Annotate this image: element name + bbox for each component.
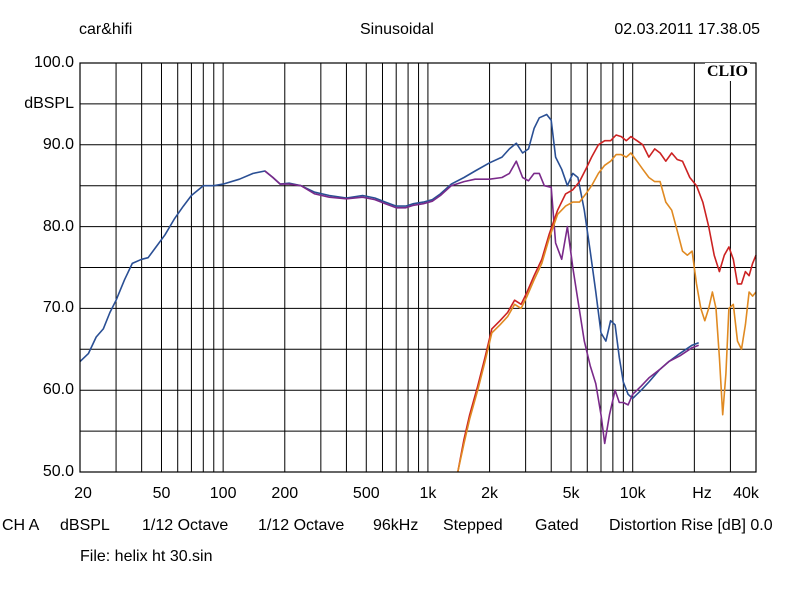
chart-curves bbox=[79, 113, 757, 473]
x-tick-label: 40k bbox=[733, 485, 759, 502]
series-line-woofer-blue bbox=[79, 113, 699, 400]
x-tick-label: 100 bbox=[209, 485, 237, 502]
footer-unit: dBSPL bbox=[60, 517, 110, 534]
y-tick-label: 70.0 bbox=[42, 299, 74, 317]
plot-frame bbox=[79, 62, 757, 473]
footer-gating: Gated bbox=[535, 517, 579, 534]
footer-smoothing-2: 1/12 Octave bbox=[258, 517, 345, 534]
footer-channel: CH A bbox=[2, 517, 40, 534]
x-tick-label: 10k bbox=[619, 485, 646, 502]
x-axis-unit-label: Hz bbox=[692, 485, 712, 502]
y-tick-label: 100.0 bbox=[33, 54, 74, 71]
footer-distortion: Distortion Rise [dB] 0.0 bbox=[609, 517, 773, 534]
footer-sample-rate: 96kHz bbox=[373, 517, 419, 534]
chart-grid bbox=[80, 63, 756, 472]
header-timestamp: 02.03.2011 17.38.05 bbox=[614, 21, 760, 38]
y-tick-label: 60.0 bbox=[42, 381, 74, 399]
x-tick-label: 50 bbox=[152, 485, 171, 502]
x-tick-label: 1k bbox=[419, 485, 437, 502]
clio-logo: CLIO bbox=[705, 63, 750, 81]
footer-smoothing-1: 1/12 Octave bbox=[142, 517, 229, 534]
x-tick-label: 200 bbox=[271, 485, 299, 502]
header-title: Sinusoidal bbox=[360, 21, 434, 38]
series-line-tweeter-red bbox=[457, 134, 757, 473]
y-tick-label: 90.0 bbox=[42, 135, 74, 153]
x-tick-label: 20 bbox=[74, 485, 92, 502]
x-tick-label: 5k bbox=[562, 485, 580, 502]
x-tick-label: 500 bbox=[352, 485, 380, 502]
header-left-text: car&hifi bbox=[79, 21, 133, 38]
y-tick-label: 80.0 bbox=[42, 217, 74, 235]
y-tick-label: 50.0 bbox=[42, 463, 74, 480]
y-axis-unit-label: dBSPL bbox=[24, 95, 74, 112]
footer-mode: Stepped bbox=[443, 517, 503, 534]
x-tick-label: 2k bbox=[481, 485, 499, 502]
file-name-label: File: helix ht 30.sin bbox=[80, 548, 213, 565]
series-line-tweeter-orange bbox=[457, 152, 757, 473]
series-line-woofer-purple bbox=[264, 160, 699, 445]
